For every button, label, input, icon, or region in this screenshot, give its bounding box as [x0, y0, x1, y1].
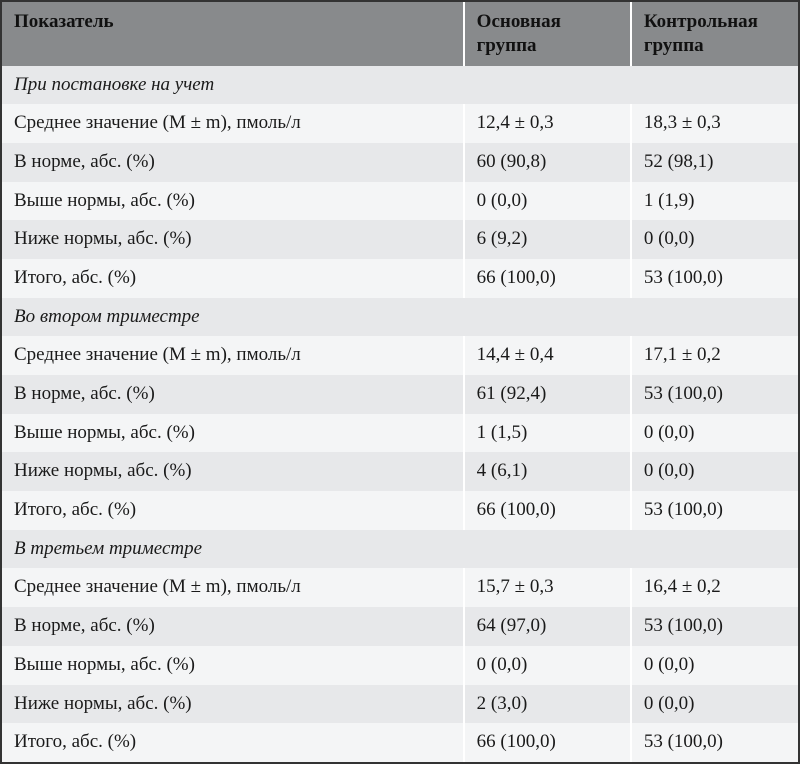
row-label: В норме, абс. (%) [2, 143, 464, 182]
section-title: В третьем триместре [2, 530, 798, 569]
control-group-value: 0 (0,0) [631, 220, 798, 259]
control-group-value: 1 (1,9) [631, 182, 798, 221]
stats-table-container: Показатель Основная группа Контрольная г… [0, 0, 800, 764]
table-row: Итого, абс. (%)66 (100,0)53 (100,0) [2, 259, 798, 298]
table-row: В норме, абс. (%)61 (92,4)53 (100,0) [2, 375, 798, 414]
row-label: Выше нормы, абс. (%) [2, 182, 464, 221]
table-body: При постановке на учетСреднее значение (… [2, 66, 798, 762]
section-title-row: При постановке на учет [2, 66, 798, 105]
table-row: Ниже нормы, абс. (%)6 (9,2)0 (0,0) [2, 220, 798, 259]
section-title-row: Во втором триместре [2, 298, 798, 337]
main-group-value: 1 (1,5) [464, 414, 631, 453]
row-label: Среднее значение (M ± m), пмоль/л [2, 568, 464, 607]
row-label: Ниже нормы, абс. (%) [2, 452, 464, 491]
main-group-value: 66 (100,0) [464, 259, 631, 298]
control-group-value: 0 (0,0) [631, 452, 798, 491]
main-group-value: 2 (3,0) [464, 685, 631, 724]
control-group-value: 53 (100,0) [631, 607, 798, 646]
section-title-row: В третьем триместре [2, 530, 798, 569]
row-label: Выше нормы, абс. (%) [2, 646, 464, 685]
row-label: Итого, абс. (%) [2, 491, 464, 530]
control-group-value: 18,3 ± 0,3 [631, 104, 798, 143]
table-header-row: Показатель Основная группа Контрольная г… [2, 2, 798, 66]
table-row: Выше нормы, абс. (%)1 (1,5)0 (0,0) [2, 414, 798, 453]
row-label: В норме, абс. (%) [2, 375, 464, 414]
main-group-value: 66 (100,0) [464, 723, 631, 762]
row-label: Ниже нормы, абс. (%) [2, 685, 464, 724]
main-group-value: 60 (90,8) [464, 143, 631, 182]
col-header-control-group: Контрольная группа [631, 2, 798, 66]
row-label: Итого, абс. (%) [2, 723, 464, 762]
row-label: Ниже нормы, абс. (%) [2, 220, 464, 259]
main-group-value: 61 (92,4) [464, 375, 631, 414]
main-group-value: 64 (97,0) [464, 607, 631, 646]
control-group-value: 53 (100,0) [631, 491, 798, 530]
table-row: В норме, абс. (%)64 (97,0)53 (100,0) [2, 607, 798, 646]
control-group-value: 53 (100,0) [631, 375, 798, 414]
main-group-value: 0 (0,0) [464, 182, 631, 221]
table-row: Ниже нормы, абс. (%)4 (6,1)0 (0,0) [2, 452, 798, 491]
main-group-value: 14,4 ± 0,4 [464, 336, 631, 375]
section-title: Во втором триместре [2, 298, 798, 337]
table-row: Выше нормы, абс. (%)0 (0,0)0 (0,0) [2, 646, 798, 685]
main-group-value: 6 (9,2) [464, 220, 631, 259]
main-group-value: 4 (6,1) [464, 452, 631, 491]
control-group-value: 53 (100,0) [631, 259, 798, 298]
main-group-value: 0 (0,0) [464, 646, 631, 685]
row-label: Итого, абс. (%) [2, 259, 464, 298]
main-group-value: 12,4 ± 0,3 [464, 104, 631, 143]
control-group-value: 0 (0,0) [631, 685, 798, 724]
table-row: Итого, абс. (%)66 (100,0)53 (100,0) [2, 491, 798, 530]
col-header-indicator: Показатель [2, 2, 464, 66]
table-row: Итого, абс. (%)66 (100,0)53 (100,0) [2, 723, 798, 762]
table-row: В норме, абс. (%)60 (90,8)52 (98,1) [2, 143, 798, 182]
stats-table: Показатель Основная группа Контрольная г… [2, 2, 798, 762]
control-group-value: 17,1 ± 0,2 [631, 336, 798, 375]
row-label: В норме, абс. (%) [2, 607, 464, 646]
row-label: Среднее значение (M ± m), пмоль/л [2, 336, 464, 375]
control-group-value: 52 (98,1) [631, 143, 798, 182]
main-group-value: 66 (100,0) [464, 491, 631, 530]
table-row: Среднее значение (M ± m), пмоль/л14,4 ± … [2, 336, 798, 375]
control-group-value: 16,4 ± 0,2 [631, 568, 798, 607]
col-header-main-group: Основная группа [464, 2, 631, 66]
table-row: Среднее значение (M ± m), пмоль/л15,7 ± … [2, 568, 798, 607]
section-title: При постановке на учет [2, 66, 798, 105]
row-label: Выше нормы, абс. (%) [2, 414, 464, 453]
control-group-value: 0 (0,0) [631, 414, 798, 453]
table-row: Ниже нормы, абс. (%)2 (3,0)0 (0,0) [2, 685, 798, 724]
table-row: Среднее значение (M ± m), пмоль/л12,4 ± … [2, 104, 798, 143]
control-group-value: 53 (100,0) [631, 723, 798, 762]
main-group-value: 15,7 ± 0,3 [464, 568, 631, 607]
table-row: Выше нормы, абс. (%)0 (0,0)1 (1,9) [2, 182, 798, 221]
row-label: Среднее значение (M ± m), пмоль/л [2, 104, 464, 143]
control-group-value: 0 (0,0) [631, 646, 798, 685]
